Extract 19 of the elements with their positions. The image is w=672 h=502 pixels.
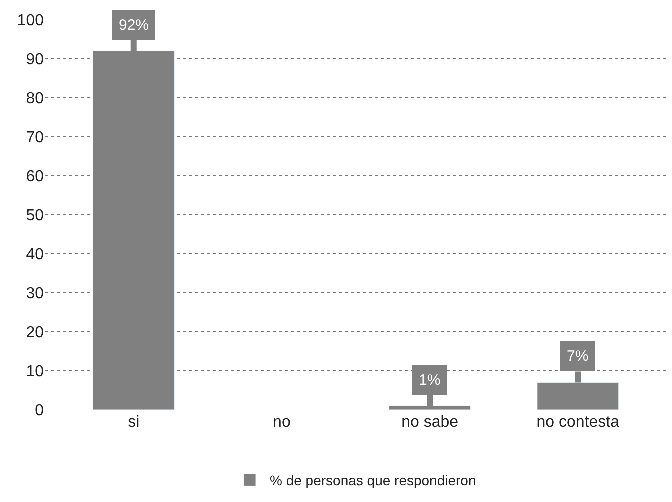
y-tick-label: 60 xyxy=(26,168,44,186)
y-tick-label: 70 xyxy=(26,130,44,147)
y-tick-label: 30 xyxy=(26,286,44,303)
y-tick-label: 10 xyxy=(26,364,44,381)
y-tick-label: 20 xyxy=(26,324,44,342)
y-tick-label: 90 xyxy=(26,52,44,69)
y-tick-label: 100 xyxy=(17,12,44,30)
y-tick-label: 40 xyxy=(26,246,44,264)
y-tick-label: 80 xyxy=(26,90,44,108)
x-tick-label: no xyxy=(273,414,291,431)
y-tick-label: 0 xyxy=(35,402,44,420)
data-label: 1% xyxy=(419,372,441,389)
y-tick-label: 50 xyxy=(26,208,44,225)
x-tick-label: no sabe xyxy=(402,414,459,431)
data-label: 92% xyxy=(119,17,150,34)
x-tick-label: no contesta xyxy=(536,414,620,431)
data-label: 7% xyxy=(567,348,589,365)
legend-label: % de personas que respondieron xyxy=(270,472,476,489)
x-tick-label: si xyxy=(128,414,140,431)
